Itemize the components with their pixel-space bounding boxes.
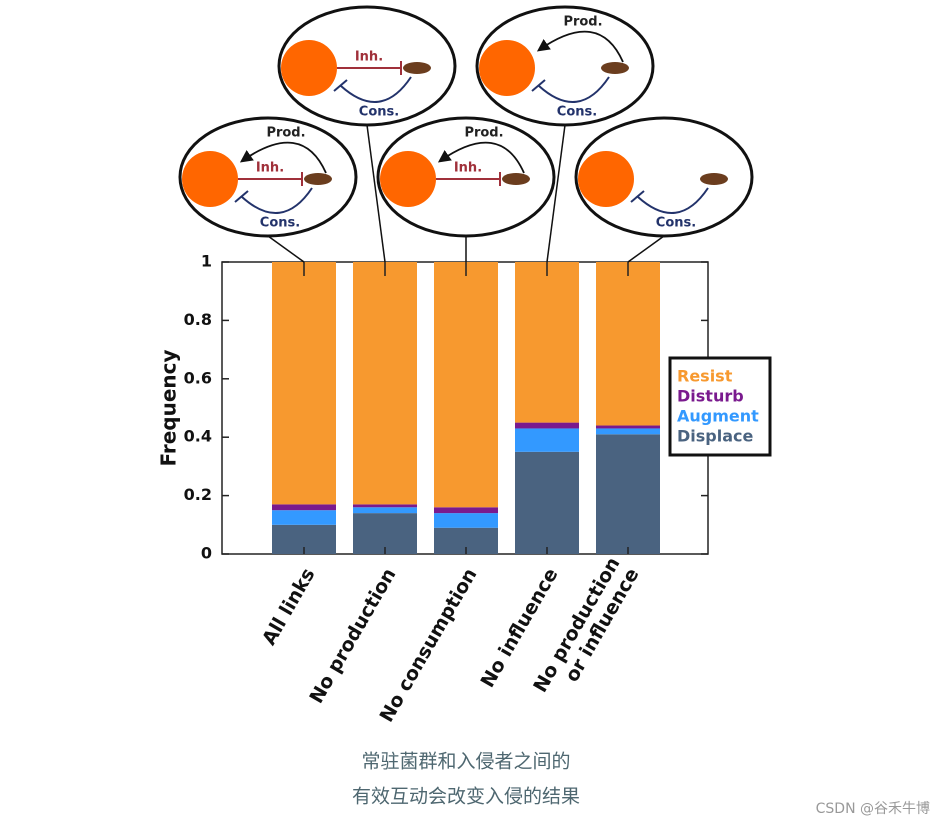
bar-segment <box>353 504 417 508</box>
inhibition-label: Inh. <box>454 161 482 176</box>
diagram-bubble <box>574 116 754 238</box>
diagram-bubble <box>277 5 457 127</box>
production-label: Prod. <box>266 126 305 141</box>
bar-segment <box>596 262 660 426</box>
invader-cell <box>304 173 332 185</box>
consumption-bar <box>333 79 348 92</box>
y-tick-label: 0.8 <box>184 310 212 329</box>
production-label: Prod. <box>563 15 602 30</box>
consumption-bar <box>630 190 645 203</box>
resident-cell <box>578 151 634 207</box>
bar-segment <box>515 262 579 423</box>
caption-line: 常驻菌群和入侵者之间的 <box>361 751 570 773</box>
x-tick-label: No production <box>305 564 400 707</box>
bar-segment <box>596 434 660 554</box>
consumption-link <box>538 76 610 103</box>
bar-segment <box>272 510 336 525</box>
bar-segment <box>596 428 660 435</box>
bar-segment <box>596 425 660 429</box>
y-tick-label: 0.4 <box>184 427 212 446</box>
consumption-label: Cons. <box>656 216 696 231</box>
consumption-link <box>241 187 313 214</box>
bar-segment <box>353 507 417 514</box>
consumption-link <box>637 187 709 214</box>
consumption-label: Cons. <box>260 216 300 231</box>
diagram-bubble <box>376 116 556 238</box>
inhibition-label: Inh. <box>256 161 284 176</box>
y-axis-label: Frequency <box>157 349 181 466</box>
callout-line <box>627 235 665 263</box>
legend-entry: Disturb <box>677 387 744 406</box>
bar-segment <box>434 513 498 528</box>
bar-segment <box>272 262 336 505</box>
production-label: Prod. <box>464 126 503 141</box>
bar-segment <box>434 507 498 514</box>
legend-box <box>668 356 772 457</box>
callout-line <box>546 124 566 263</box>
y-tick-label: 0.2 <box>184 485 212 504</box>
watermark: CSDN @谷禾牛博 <box>816 800 930 817</box>
consumption-bar <box>234 190 249 203</box>
bar-segment <box>515 422 579 429</box>
resident-cell <box>182 151 238 207</box>
y-tick-label: 0 <box>201 544 212 563</box>
caption-line: 有效互动会改变入侵的结果 <box>352 786 580 808</box>
x-tick-label: All links <box>258 564 319 648</box>
diagram-bubble <box>475 5 655 127</box>
resident-cell <box>281 40 337 96</box>
y-tick-label: 1 <box>201 252 212 271</box>
consumption-bar <box>531 79 546 92</box>
consumption-label: Cons. <box>359 105 399 120</box>
production-link <box>536 30 624 63</box>
bar-segment <box>515 451 579 554</box>
resident-cell <box>479 40 535 96</box>
bar-segment <box>353 262 417 505</box>
bar-segment <box>272 504 336 511</box>
invader-cell <box>700 173 728 185</box>
y-tick-label: 0.6 <box>184 368 212 387</box>
callout-line <box>366 124 386 263</box>
legend-entry: Displace <box>677 427 754 446</box>
invader-cell <box>601 62 629 74</box>
invader-cell <box>502 173 530 185</box>
legend-entry: Augment <box>677 407 759 426</box>
legend-entry: Resist <box>677 367 733 386</box>
bar-segment <box>434 262 498 508</box>
invader-cell <box>403 62 431 74</box>
consumption-label: Cons. <box>557 105 597 120</box>
production-link <box>437 141 525 174</box>
bar-segment <box>515 428 579 452</box>
consumption-link <box>340 76 412 103</box>
callout-line <box>267 235 305 263</box>
inhibition-label: Inh. <box>355 50 383 65</box>
resident-cell <box>380 151 436 207</box>
production-link <box>239 141 327 174</box>
diagram-bubble <box>178 116 358 238</box>
